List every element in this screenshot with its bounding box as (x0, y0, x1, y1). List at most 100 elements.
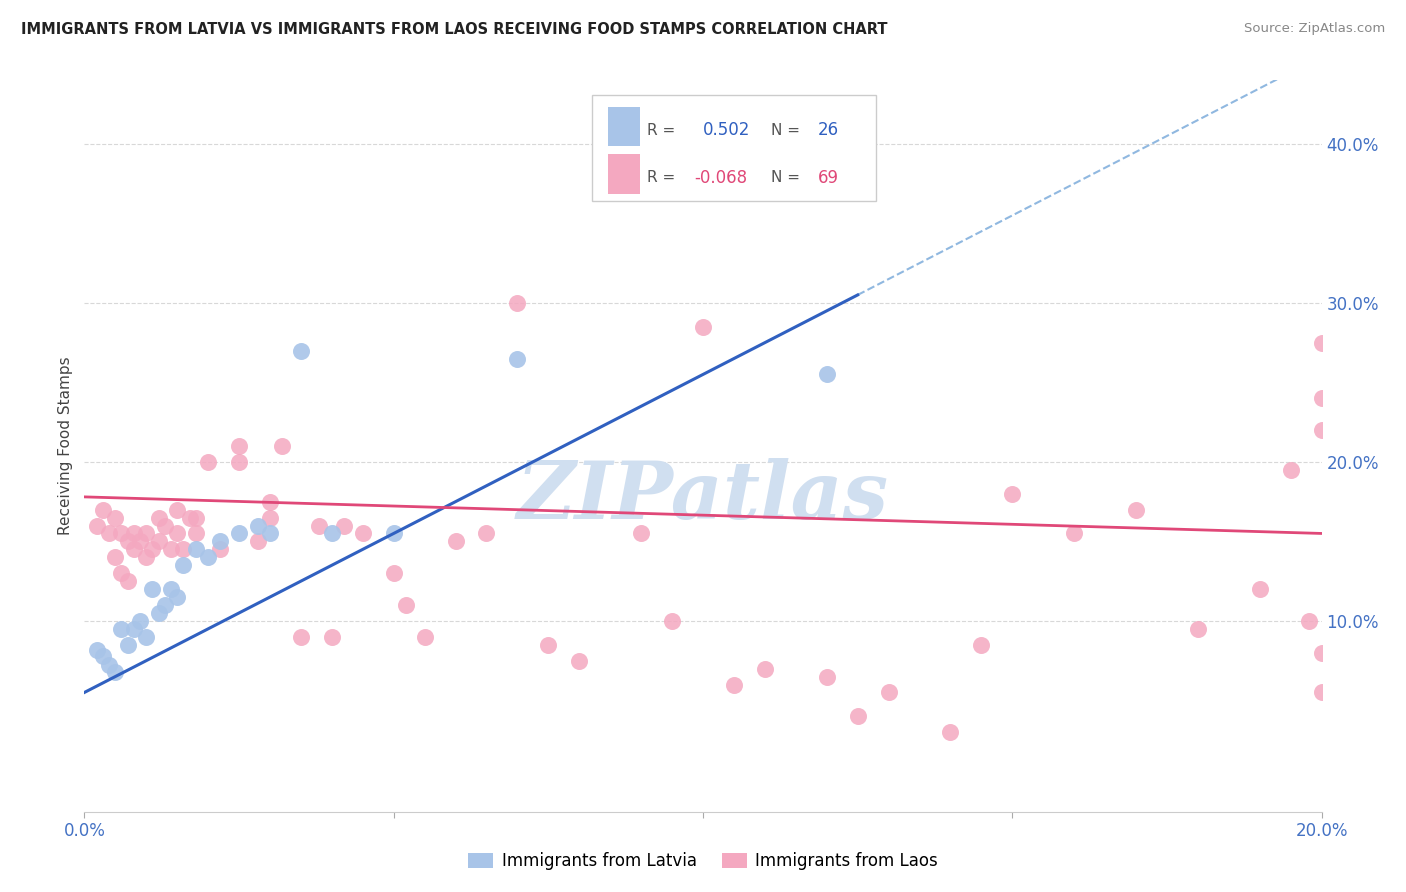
Point (1310, 335, 1333, 350)
FancyBboxPatch shape (607, 154, 640, 194)
Point (259, 510, 281, 524)
Text: Source: ZipAtlas.com: Source: ZipAtlas.com (1244, 22, 1385, 36)
Text: -0.068: -0.068 (695, 169, 748, 186)
Point (382, 566, 405, 581)
Point (117, 574, 139, 589)
Point (1279, 463, 1302, 477)
Point (939, 725, 962, 739)
Point (475, 526, 498, 541)
Point (179, 510, 201, 524)
Point (141, 542, 163, 557)
Point (395, 598, 418, 612)
Y-axis label: Receiving Food Stamps: Receiving Food Stamps (58, 357, 73, 535)
Point (122, 526, 145, 541)
Point (153, 518, 176, 533)
Legend: Immigrants from Latvia, Immigrants from Laos: Immigrants from Latvia, Immigrants from … (461, 846, 945, 877)
Point (197, 550, 219, 565)
Point (333, 518, 356, 533)
Point (1187, 622, 1209, 636)
Point (160, 542, 183, 557)
Point (122, 622, 145, 636)
Point (246, 518, 269, 533)
Text: 0.502: 0.502 (703, 121, 751, 139)
Point (1310, 392, 1333, 406)
FancyBboxPatch shape (607, 107, 640, 146)
Point (184, 510, 207, 524)
Point (135, 526, 157, 541)
Point (166, 502, 188, 516)
Point (117, 534, 139, 549)
Point (172, 542, 194, 557)
Point (271, 439, 294, 453)
Point (184, 526, 207, 541)
Point (104, 510, 127, 524)
Point (129, 614, 152, 628)
Text: N =: N = (770, 170, 800, 185)
Point (98, 658, 121, 673)
Point (1310, 685, 1333, 699)
Point (110, 566, 132, 581)
Point (166, 526, 188, 541)
Point (184, 542, 207, 557)
Point (259, 526, 281, 541)
Point (104, 665, 127, 679)
Point (148, 534, 170, 549)
Point (970, 638, 993, 652)
Point (172, 558, 194, 573)
Point (197, 455, 219, 469)
Point (1001, 486, 1024, 500)
Point (308, 518, 330, 533)
Point (568, 654, 591, 668)
Point (1125, 502, 1147, 516)
Point (110, 526, 132, 541)
Point (1310, 423, 1333, 437)
Point (86, 518, 108, 533)
Point (723, 677, 745, 691)
Text: N =: N = (770, 123, 800, 137)
Text: 26: 26 (818, 121, 839, 139)
Point (1310, 646, 1333, 660)
Point (1298, 614, 1320, 628)
Text: R =: R = (647, 170, 675, 185)
Text: 69: 69 (818, 169, 839, 186)
Point (413, 630, 436, 644)
Point (444, 534, 467, 549)
Point (166, 590, 188, 604)
Point (537, 638, 560, 652)
Point (148, 510, 170, 524)
Point (815, 669, 838, 683)
Point (91, 502, 114, 516)
Point (321, 630, 343, 644)
Point (98, 526, 121, 541)
Point (382, 526, 405, 541)
Point (1063, 526, 1085, 541)
Point (141, 582, 163, 596)
Point (877, 685, 900, 699)
Text: ZIPatlas: ZIPatlas (517, 458, 889, 536)
Point (259, 494, 281, 508)
Text: R =: R = (647, 123, 675, 137)
Point (148, 606, 170, 620)
Point (630, 526, 652, 541)
Point (290, 343, 312, 358)
Text: IMMIGRANTS FROM LATVIA VS IMMIGRANTS FROM LAOS RECEIVING FOOD STAMPS CORRELATION: IMMIGRANTS FROM LATVIA VS IMMIGRANTS FRO… (21, 22, 887, 37)
Point (135, 630, 157, 644)
Point (846, 709, 869, 723)
Point (129, 534, 152, 549)
Point (692, 319, 714, 334)
Point (661, 614, 683, 628)
Point (86, 642, 108, 657)
Point (228, 439, 250, 453)
Point (228, 526, 250, 541)
Point (104, 550, 127, 565)
Point (160, 582, 183, 596)
FancyBboxPatch shape (592, 95, 876, 201)
Point (122, 542, 145, 557)
Point (506, 296, 529, 310)
Point (135, 550, 157, 565)
Point (91, 648, 114, 663)
Point (209, 534, 232, 549)
Point (321, 526, 343, 541)
Point (246, 534, 269, 549)
Point (1249, 582, 1271, 596)
